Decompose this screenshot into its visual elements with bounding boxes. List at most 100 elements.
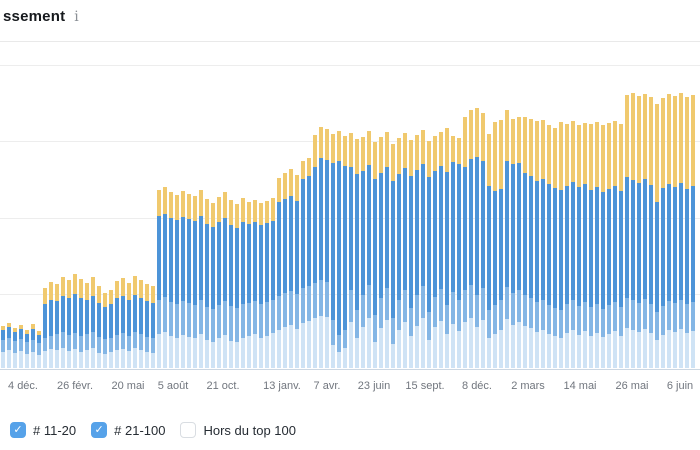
bar-seg-21-100[interactable] [691,95,695,186]
bar-seg-11-20[interactable] [301,179,305,288]
bar-seg-21-100[interactable] [403,133,407,168]
bar-seg-21-100[interactable] [97,286,101,303]
bar-seg-light-blue[interactable] [289,291,293,325]
bar-seg-light-blue[interactable] [469,285,473,318]
bar-seg-light-blue[interactable] [427,312,431,340]
bar-seg-21-100[interactable] [541,120,545,179]
bar-seg-11-20[interactable] [313,167,317,283]
bar-seg-pale-blue[interactable] [427,340,431,368]
bar-seg-pale-blue[interactable] [91,348,95,368]
bar-seg-light-blue[interactable] [481,288,485,320]
legend-item[interactable]: ✓ # 11-20 [10,422,76,438]
bar-seg-21-100[interactable] [613,121,617,186]
bar-seg-light-blue[interactable] [343,330,347,348]
bar-seg-21-100[interactable] [349,133,353,167]
bar-seg-11-20[interactable] [217,222,221,305]
bar-seg-pale-blue[interactable] [469,318,473,368]
bar-seg-11-20[interactable] [607,189,611,305]
bar-seg-light-blue[interactable] [181,301,185,335]
bar-seg-21-100[interactable] [289,169,293,196]
bar-seg-light-blue[interactable] [157,300,161,334]
bar-seg-light-blue[interactable] [475,295,479,327]
bar-seg-21-100[interactable] [85,283,89,300]
bar-seg-11-20[interactable] [265,223,269,302]
bar-seg-11-20[interactable] [241,222,245,304]
bar-seg-11-20[interactable] [295,201,299,294]
bar-seg-11-20[interactable] [19,329,23,339]
bar-seg-light-blue[interactable] [505,287,509,319]
bar-seg-11-20[interactable] [577,187,581,306]
bar-seg-pale-blue[interactable] [541,330,545,368]
bar-seg-21-100[interactable] [559,122,563,190]
bar-seg-pale-blue[interactable] [409,336,413,368]
bar-seg-11-20[interactable] [181,217,185,301]
bar-seg-light-blue[interactable] [439,289,443,321]
bar-seg-light-blue[interactable] [589,307,593,336]
bar-seg-pale-blue[interactable] [379,328,383,368]
bar-seg-21-100[interactable] [25,330,29,334]
bar-seg-11-20[interactable] [667,184,671,301]
bar-seg-21-100[interactable] [139,280,143,298]
bar-seg-pale-blue[interactable] [637,332,641,368]
bar-seg-21-100[interactable] [313,135,317,167]
bar-seg-light-blue[interactable] [607,305,611,334]
bar-seg-pale-blue[interactable] [673,332,677,368]
bar-seg-pale-blue[interactable] [127,351,131,368]
bar-seg-light-blue[interactable] [559,310,563,338]
bar-seg-11-20[interactable] [631,180,635,300]
bar-seg-21-100[interactable] [505,110,509,161]
bar-seg-11-20[interactable] [277,202,281,296]
bar-seg-light-blue[interactable] [415,295,419,326]
bar-seg-light-blue[interactable] [325,282,329,317]
bar-seg-pale-blue[interactable] [67,351,71,368]
bar-seg-light-blue[interactable] [145,337,149,352]
bar-seg-pale-blue[interactable] [229,341,233,368]
bar-seg-pale-blue[interactable] [337,352,341,368]
bar-seg-light-blue[interactable] [601,309,605,337]
bar-seg-11-20[interactable] [595,187,599,304]
bar-seg-pale-blue[interactable] [235,342,239,368]
bar-seg-11-20[interactable] [559,190,563,310]
bar-seg-21-100[interactable] [55,284,59,301]
bar-seg-21-100[interactable] [259,203,263,225]
bar-seg-21-100[interactable] [319,127,323,158]
bar-seg-11-20[interactable] [67,298,71,335]
bar-seg-11-20[interactable] [415,170,419,295]
bar-seg-pale-blue[interactable] [313,318,317,368]
bar-seg-light-blue[interactable] [187,303,191,337]
bar-seg-pale-blue[interactable] [283,327,287,368]
bar-seg-pale-blue[interactable] [475,327,479,368]
bar-seg-pale-blue[interactable] [151,353,155,368]
bar-seg-21-100[interactable] [373,142,377,179]
bar-seg-21-100[interactable] [517,117,521,163]
bar-seg-21-100[interactable] [379,137,383,173]
bar-seg-light-blue[interactable] [205,307,209,340]
bar-seg-light-blue[interactable] [193,305,197,338]
bar-seg-light-blue[interactable] [277,296,281,330]
bar-seg-light-blue[interactable] [409,308,413,336]
bar-seg-light-blue[interactable] [637,303,641,332]
bar-seg-11-20[interactable] [43,304,47,338]
bar-seg-pale-blue[interactable] [481,320,485,368]
bar-seg-pale-blue[interactable] [19,351,23,368]
bar-seg-pale-blue[interactable] [55,350,59,368]
bar-seg-light-blue[interactable] [445,305,449,334]
bar-seg-11-20[interactable] [649,185,653,304]
bar-seg-pale-blue[interactable] [205,340,209,368]
bar-seg-11-20[interactable] [457,164,461,300]
bar-seg-light-blue[interactable] [649,304,653,333]
bar-seg-11-20[interactable] [127,300,131,336]
bar-seg-11-20[interactable] [31,329,35,340]
bar-seg-21-100[interactable] [649,97,653,185]
bar-seg-light-blue[interactable] [391,318,395,344]
bar-seg-light-blue[interactable] [547,305,551,334]
bar-seg-light-blue[interactable] [403,290,407,322]
bar-seg-11-20[interactable] [409,176,413,308]
bar-seg-11-20[interactable] [133,295,137,332]
bar-seg-21-100[interactable] [169,192,173,218]
bar-seg-21-100[interactable] [607,123,611,189]
bar-seg-21-100[interactable] [217,197,221,222]
bar-seg-11-20[interactable] [589,190,593,307]
bar-seg-11-20[interactable] [487,186,491,310]
bar-seg-11-20[interactable] [25,334,29,342]
